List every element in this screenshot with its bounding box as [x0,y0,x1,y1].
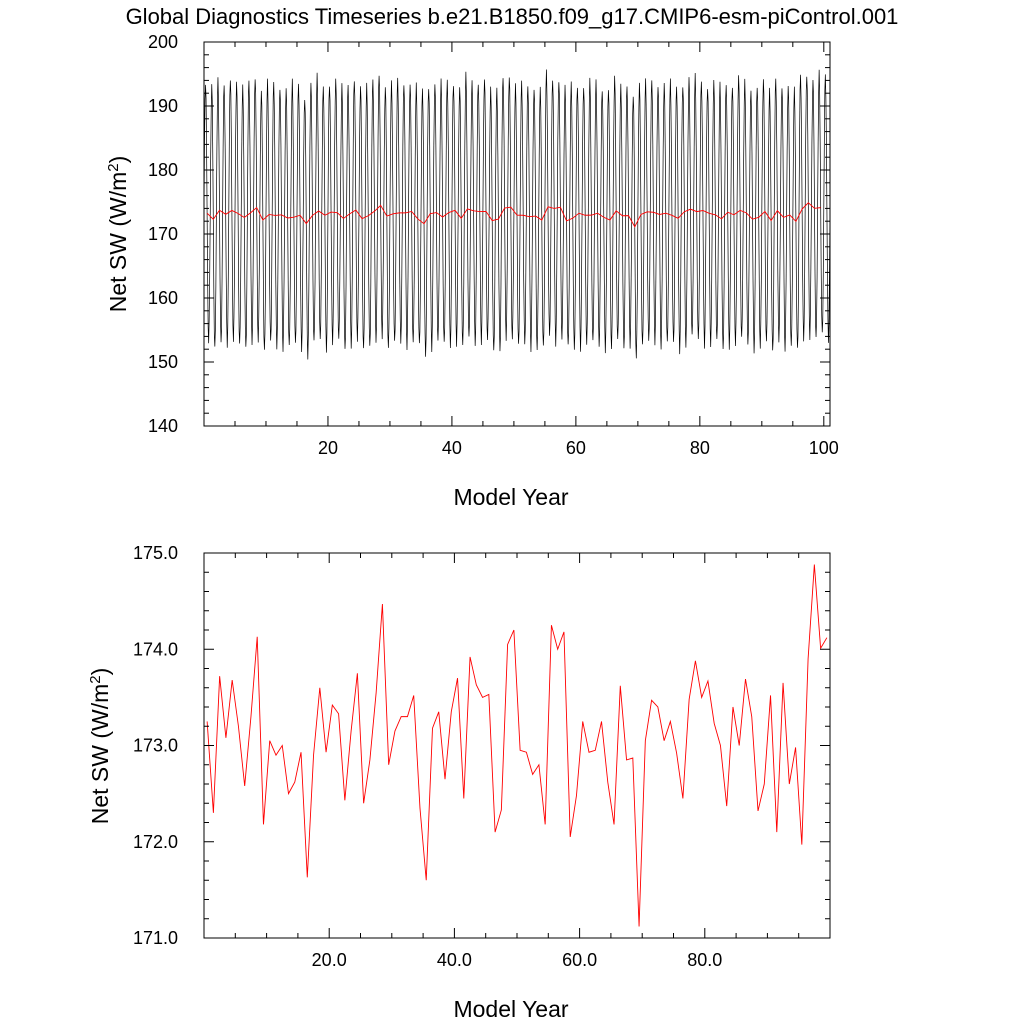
x-tick-label: 40.0 [437,950,472,970]
x-tick-label: 60.0 [562,950,597,970]
x-tick-label: 20.0 [312,950,347,970]
top-plot-annual-line [206,202,821,228]
y-tick-label: 180 [148,160,178,180]
bottom-plot-y-axis-title: Net SW (W/m2) [87,668,113,825]
bottom-plot-frame [203,552,831,939]
y-tick-label: 150 [148,352,178,372]
x-tick-label: 80.0 [687,950,722,970]
top-plot-x-axis-title: Model Year [453,484,568,510]
annual-mean-line [206,202,821,228]
x-tick-label: 80 [690,438,710,458]
bottom-plot-frame-ticks [203,552,831,939]
y-tick-label: 140 [148,416,178,436]
top-plot-y-axis-title: Net SW (W/m2) [105,156,131,313]
top-plot-frame-ticks [203,41,831,427]
y-tick-label: 171.0 [133,928,178,948]
y-tick-label: 175.0 [133,543,178,563]
x-tick-label: 100 [809,438,839,458]
y-tick-label: 172.0 [133,832,178,852]
bottom-plot-x-axis-title: Model Year [453,996,568,1022]
y-tick-label: 190 [148,96,178,116]
top-plot: 20 40 60 80 100 140 150 160 170 180 190 200 Model Y… [105,32,839,510]
x-tick-label: 20 [318,438,338,458]
y-tick-label: 160 [148,288,178,308]
y-tick-label: 173.0 [133,736,178,756]
bottom-plot-tick-labels: 20.0 40.0 60.0 80.0 171.0 172.0 173.0 174.0 175.… [133,543,722,970]
y-tick-label: 170 [148,224,178,244]
y-tick-label: 174.0 [133,639,178,659]
annual-mean-line [206,564,828,927]
x-tick-label: 40 [442,438,462,458]
y-tick-label: 200 [148,32,178,52]
bottom-plot-annual-line [206,564,828,927]
figure-title: Global Diagnostics Timeseries b.e21.B185… [125,4,899,29]
top-plot-tick-labels: 20 40 60 80 100 140 150 160 170 180 190 200 [148,32,839,458]
bottom-plot: 20.0 40.0 60.0 80.0 171.0 172.0 173.0 174.0 175.… [87,543,831,1022]
x-tick-label: 60 [566,438,586,458]
